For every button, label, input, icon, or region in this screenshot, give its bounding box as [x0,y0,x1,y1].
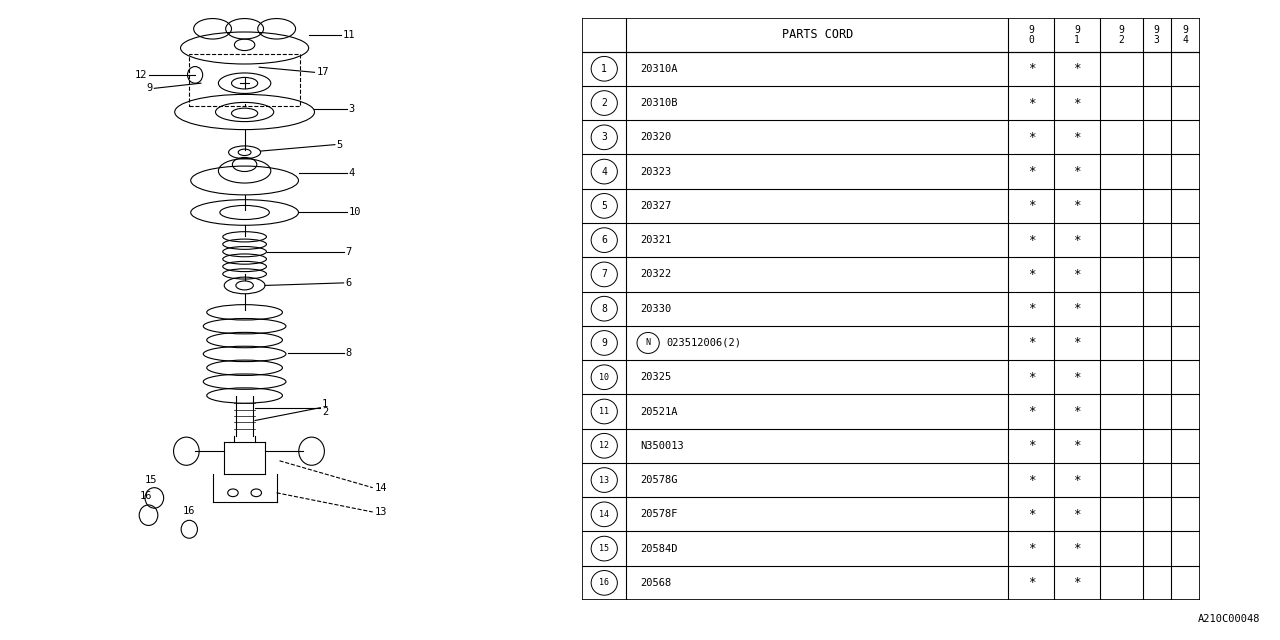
Text: 9
4: 9 4 [1183,25,1188,45]
Text: 8: 8 [602,304,607,314]
Text: *: * [1028,302,1036,315]
Text: *: * [1028,405,1036,418]
Text: 17: 17 [316,67,329,77]
Text: 20568: 20568 [640,578,671,588]
Text: 20578G: 20578G [640,475,677,485]
Text: 12: 12 [599,441,609,451]
Text: 11: 11 [599,407,609,416]
Text: 16: 16 [183,506,196,516]
Text: *: * [1028,337,1036,349]
Text: *: * [1073,542,1080,555]
Text: 14: 14 [375,483,388,493]
Text: *: * [1028,542,1036,555]
Text: N: N [645,339,650,348]
Text: *: * [1073,474,1080,486]
Text: 1: 1 [323,399,328,409]
Text: 20578F: 20578F [640,509,677,519]
Text: *: * [1073,97,1080,109]
Text: 20327: 20327 [640,201,671,211]
Text: PARTS CORD: PARTS CORD [782,28,852,42]
Text: *: * [1073,302,1080,315]
Text: 20320: 20320 [640,132,671,142]
Text: *: * [1073,234,1080,246]
Text: 20310A: 20310A [640,64,677,74]
Text: 4: 4 [348,168,355,178]
Text: 6: 6 [346,278,352,288]
Text: *: * [1028,97,1036,109]
Text: *: * [1028,371,1036,384]
Text: *: * [1028,165,1036,178]
Text: 20521A: 20521A [640,406,677,417]
Text: 4: 4 [602,166,607,177]
Text: *: * [1028,577,1036,589]
Text: 13: 13 [599,476,609,484]
Text: 9: 9 [146,83,152,93]
Text: 20330: 20330 [640,304,671,314]
Text: 9
3: 9 3 [1153,25,1160,45]
Text: 20584D: 20584D [640,543,677,554]
Text: 20323: 20323 [640,166,671,177]
Text: 2: 2 [323,406,328,417]
Text: *: * [1028,131,1036,144]
Text: *: * [1073,337,1080,349]
Text: *: * [1028,474,1036,486]
Text: 9
1: 9 1 [1074,25,1080,45]
Text: 7: 7 [346,247,352,257]
Text: 15: 15 [599,544,609,553]
Text: *: * [1073,165,1080,178]
Text: 16: 16 [599,579,609,588]
Text: 14: 14 [599,510,609,519]
Text: A210C00048: A210C00048 [1198,614,1261,624]
Text: 16: 16 [140,491,152,501]
Text: *: * [1028,200,1036,212]
Text: 11: 11 [343,30,355,40]
Text: *: * [1073,131,1080,144]
Text: 023512006(2): 023512006(2) [666,338,741,348]
Text: 1: 1 [602,64,607,74]
Text: *: * [1073,405,1080,418]
Text: *: * [1028,268,1036,281]
Text: *: * [1028,439,1036,452]
Text: *: * [1073,200,1080,212]
Text: *: * [1073,439,1080,452]
Text: 5: 5 [602,201,607,211]
Text: 9
2: 9 2 [1119,25,1124,45]
Text: 7: 7 [602,269,607,280]
Text: 5: 5 [337,140,343,150]
Text: 3: 3 [348,104,355,114]
Text: 10: 10 [348,207,361,218]
Text: 13: 13 [375,507,388,517]
Text: 9: 9 [602,338,607,348]
Text: 8: 8 [346,348,352,358]
Text: 2: 2 [602,98,607,108]
Text: 3: 3 [602,132,607,142]
Text: N350013: N350013 [640,441,684,451]
Text: 10: 10 [599,372,609,381]
Text: *: * [1073,268,1080,281]
Text: 9
0: 9 0 [1028,25,1034,45]
Text: *: * [1073,508,1080,521]
Text: *: * [1073,371,1080,384]
Text: *: * [1073,62,1080,76]
Text: 15: 15 [145,475,157,485]
Text: *: * [1028,62,1036,76]
Text: 6: 6 [602,235,607,245]
Text: 20321: 20321 [640,235,671,245]
Text: 20310B: 20310B [640,98,677,108]
Text: 20322: 20322 [640,269,671,280]
Text: 20325: 20325 [640,372,671,382]
Text: 12: 12 [134,70,147,80]
Text: *: * [1028,508,1036,521]
Text: *: * [1028,234,1036,246]
Text: *: * [1073,577,1080,589]
